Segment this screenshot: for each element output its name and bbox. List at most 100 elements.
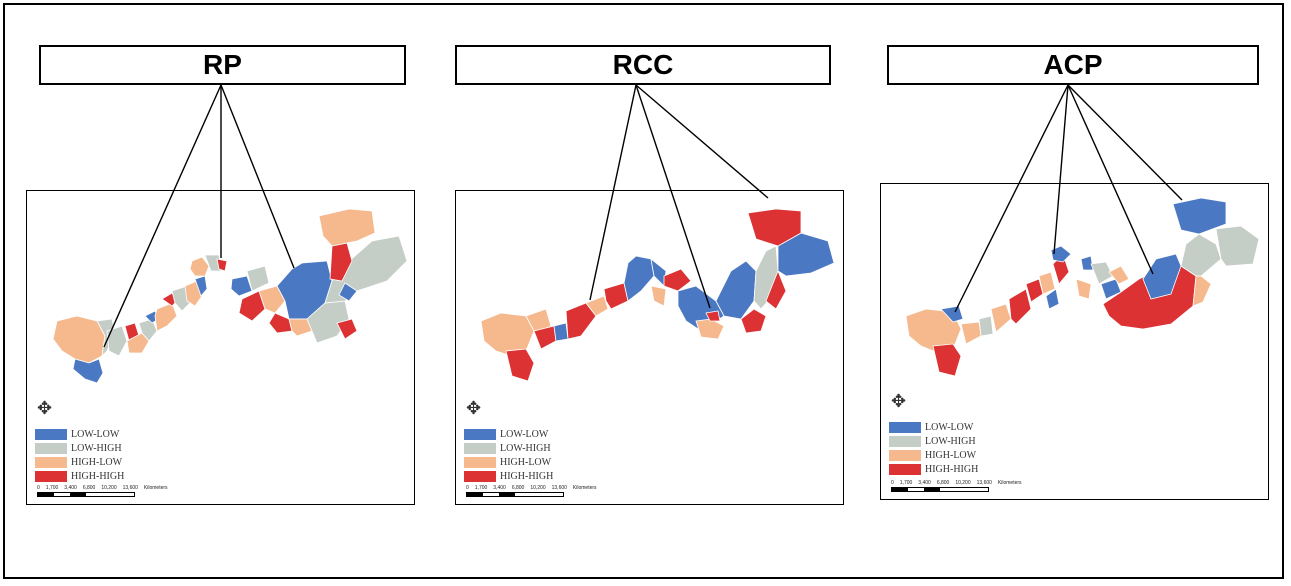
region [338,282,358,302]
legend-swatch [35,428,67,440]
region [705,310,721,322]
scale-label: 1,700 [899,480,913,486]
region [1050,245,1072,263]
region [288,318,313,337]
scale-unit: Kilometers [143,485,168,491]
region [603,282,629,310]
scale-label: 0 [37,485,40,491]
legend-item-high-high: HIGH-HIGH [35,469,124,483]
legend-item-high-high: HIGH-HIGH [464,469,553,483]
panel-title-rcc: RCC [612,49,674,80]
region [1080,255,1094,271]
region [932,343,962,377]
legend-label: HIGH-LOW [71,456,123,468]
legend-item-low-low: LOW-LOW [889,420,978,434]
scale-label: 13,600 [976,480,992,486]
region [1215,225,1260,267]
region [154,302,178,332]
legend-label: LOW-HIGH [925,435,976,447]
legend-swatch [464,456,496,468]
region [1192,275,1212,307]
region [336,318,358,340]
legend-label: HIGH-HIGH [500,470,554,482]
map-panel-rp: ✥ LOW-LOW LOW-HIGH HIGH-LOW HIGH-HIGH 0 … [26,190,415,505]
region [72,358,104,384]
legend-label: LOW-LOW [925,421,974,433]
legend-item-high-low: HIGH-LOW [35,455,124,469]
legend-swatch [464,470,496,482]
region [106,325,128,357]
map-panel-acp: ✥ LOW-LOW LOW-HIGH HIGH-LOW HIGH-HIGH 0 … [880,183,1269,500]
region [777,232,835,277]
north-arrow-icon: ✥ [891,391,907,411]
legend-swatch [889,449,921,461]
scale-label: 13,600 [551,485,567,491]
region [258,285,286,314]
region [753,245,779,310]
scale-label: 0 [891,480,894,486]
north-arrow-icon: ✥ [37,398,53,418]
scale-label: 3,400 [918,480,931,486]
region [650,285,667,307]
legend-label: HIGH-HIGH [71,470,125,482]
scale-label: 3,400 [64,485,77,491]
panel-title-acp: ACP [1043,49,1103,80]
legend-swatch [35,456,67,468]
legend-item-low-high: LOW-HIGH [35,441,124,455]
scale-label: 6,800 [82,485,96,491]
region [553,322,569,342]
legend-label: HIGH-LOW [925,449,977,461]
legend-item-low-high: LOW-HIGH [464,441,553,455]
region [52,315,106,364]
region [505,348,535,382]
region [623,255,655,302]
legend-item-low-low: LOW-LOW [464,427,553,441]
figure-frame [3,3,1284,579]
legend-label: LOW-HIGH [500,442,551,454]
scale-label: 10,200 [530,485,546,491]
title-box-acp: ACP [887,45,1259,85]
scale-bar-rp: 0 1,700 3,400 6,800 10,200 13,600 Kilome… [37,485,168,497]
legend-swatch [35,442,67,454]
region [1008,288,1032,325]
region [1180,233,1222,277]
scale-label: 6,800 [936,480,950,486]
scale-label: 0 [466,485,469,491]
region [189,256,210,277]
scale-bar-acp: 0 1,700 3,400 6,800 10,200 13,600 Kilome… [891,480,1022,492]
legend-acp: LOW-LOW LOW-HIGH HIGH-LOW HIGH-HIGH [889,420,978,476]
region [978,315,994,337]
region [565,302,597,340]
legend-swatch [889,435,921,447]
scale-unit: Kilometers [572,485,597,491]
region [960,321,982,345]
legend-rp: LOW-LOW LOW-HIGH HIGH-LOW HIGH-HIGH [35,427,124,483]
scale-label: 1,700 [474,485,488,491]
scale-label: 13,600 [122,485,138,491]
scale-label: 3,400 [493,485,506,491]
title-box-rcc: RCC [455,45,831,85]
region [765,269,787,310]
legend-swatch [464,428,496,440]
legend-item-low-low: LOW-LOW [35,427,124,441]
legend-item-high-low: HIGH-LOW [464,455,553,469]
scale-bar-rcc: 0 1,700 3,400 6,800 10,200 13,600 Kilome… [466,485,597,497]
region [715,260,757,320]
legend-item-high-low: HIGH-LOW [889,448,978,462]
north-arrow-icon: ✥ [466,398,482,418]
region [990,303,1012,333]
scale-unit: Kilometers [997,480,1022,486]
region [663,268,692,292]
legend-label: HIGH-LOW [500,456,552,468]
region [1075,278,1092,300]
scale-label: 10,200 [955,480,971,486]
scale-label: 10,200 [101,485,117,491]
legend-swatch [889,463,921,475]
legend-item-high-high: HIGH-HIGH [889,462,978,476]
map-panel-rcc: ✥ LOW-LOW LOW-HIGH HIGH-LOW HIGH-HIGH 0 … [455,190,844,505]
legend-label: LOW-HIGH [71,442,122,454]
legend-label: HIGH-HIGH [925,463,979,475]
scale-label: 6,800 [511,485,525,491]
legend-swatch [35,470,67,482]
region [238,290,266,322]
